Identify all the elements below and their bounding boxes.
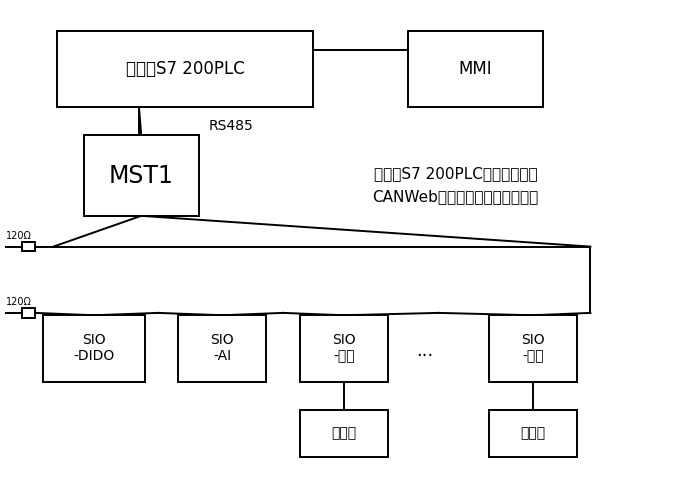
Text: 变频器: 变频器 [520,427,545,441]
Bar [57,31,313,107]
Bar [408,31,543,107]
Text: ...: ... [416,342,434,360]
Text: 西门子S7 200PLC: 西门子S7 200PLC [126,60,244,78]
Text: SIO
-DIDO: SIO -DIDO [74,333,114,364]
Bar [300,315,387,382]
Text: 气象站: 气象站 [332,427,356,441]
Text: MST1: MST1 [109,164,174,188]
Text: RS485: RS485 [209,119,253,133]
Text: MMI: MMI [459,60,492,78]
Bar [178,315,266,382]
Bar [44,315,144,382]
Text: SIO
-网关: SIO -网关 [521,333,545,364]
Text: 西门子S7 200PLC通信扩展使用
CANWeb现场总线工程结构示意图: 西门子S7 200PLC通信扩展使用 CANWeb现场总线工程结构示意图 [373,166,539,204]
Bar [489,315,577,382]
Text: SIO
-网关: SIO -网关 [332,333,355,364]
Text: SIO
-AI: SIO -AI [210,333,234,364]
Text: 120Ω: 120Ω [6,297,32,307]
Text: 120Ω: 120Ω [6,231,32,241]
Bar [22,308,35,318]
Bar [22,242,35,251]
Bar [489,410,577,457]
Bar [300,410,387,457]
Bar [84,136,199,216]
